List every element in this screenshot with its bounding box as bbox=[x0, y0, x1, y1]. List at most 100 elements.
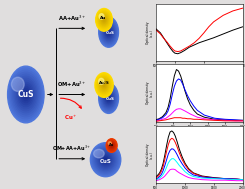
Ellipse shape bbox=[96, 149, 115, 171]
Text: CuS: CuS bbox=[100, 159, 111, 164]
Ellipse shape bbox=[110, 144, 113, 147]
Ellipse shape bbox=[21, 86, 31, 103]
Ellipse shape bbox=[107, 96, 110, 100]
Ellipse shape bbox=[99, 79, 109, 91]
Ellipse shape bbox=[18, 82, 34, 107]
Text: Au: Au bbox=[100, 16, 106, 20]
Ellipse shape bbox=[107, 29, 111, 35]
X-axis label: Wavelength (nm): Wavelength (nm) bbox=[186, 127, 212, 131]
Ellipse shape bbox=[22, 88, 30, 101]
Ellipse shape bbox=[109, 142, 114, 149]
Ellipse shape bbox=[101, 81, 107, 89]
Text: CuS: CuS bbox=[105, 31, 114, 35]
Text: AA+Au$^{3+}$: AA+Au$^{3+}$ bbox=[58, 13, 86, 23]
Ellipse shape bbox=[101, 16, 107, 23]
Ellipse shape bbox=[105, 93, 112, 104]
Ellipse shape bbox=[104, 92, 113, 105]
Ellipse shape bbox=[102, 83, 106, 88]
Ellipse shape bbox=[101, 20, 116, 44]
Ellipse shape bbox=[96, 74, 112, 96]
Ellipse shape bbox=[91, 144, 120, 176]
Ellipse shape bbox=[100, 80, 108, 90]
Ellipse shape bbox=[106, 139, 117, 152]
Ellipse shape bbox=[107, 95, 111, 101]
Ellipse shape bbox=[111, 145, 112, 146]
Text: Au: Au bbox=[109, 143, 114, 147]
Text: OM+Au$^{3+}$: OM+Au$^{3+}$ bbox=[57, 80, 87, 89]
Ellipse shape bbox=[102, 89, 115, 108]
Ellipse shape bbox=[12, 77, 24, 91]
Ellipse shape bbox=[104, 91, 113, 106]
Ellipse shape bbox=[99, 83, 119, 113]
Ellipse shape bbox=[108, 140, 116, 151]
Text: OM+AA+Au$^{3+}$: OM+AA+Au$^{3+}$ bbox=[52, 144, 92, 153]
Ellipse shape bbox=[102, 21, 116, 43]
Ellipse shape bbox=[106, 94, 111, 103]
Ellipse shape bbox=[103, 157, 108, 162]
Ellipse shape bbox=[106, 28, 111, 36]
Ellipse shape bbox=[15, 78, 36, 111]
Ellipse shape bbox=[90, 143, 121, 177]
Ellipse shape bbox=[101, 23, 108, 30]
Ellipse shape bbox=[105, 27, 112, 38]
Ellipse shape bbox=[103, 90, 114, 107]
X-axis label: Wavelength (nm): Wavelength (nm) bbox=[186, 70, 212, 74]
Ellipse shape bbox=[97, 11, 111, 29]
Text: Au$_2$S: Au$_2$S bbox=[98, 79, 110, 87]
Y-axis label: Optical density
(a.u.): Optical density (a.u.) bbox=[146, 143, 154, 166]
Ellipse shape bbox=[100, 14, 108, 26]
Ellipse shape bbox=[104, 25, 113, 40]
Ellipse shape bbox=[102, 156, 109, 163]
Ellipse shape bbox=[103, 23, 114, 41]
Text: Cu$^+$: Cu$^+$ bbox=[64, 113, 77, 122]
Ellipse shape bbox=[101, 15, 107, 24]
Ellipse shape bbox=[99, 14, 104, 19]
Ellipse shape bbox=[24, 92, 27, 97]
Ellipse shape bbox=[94, 146, 118, 173]
Ellipse shape bbox=[101, 86, 116, 110]
Ellipse shape bbox=[108, 142, 111, 145]
Ellipse shape bbox=[107, 139, 116, 152]
Y-axis label: Optical density
(a.u.): Optical density (a.u.) bbox=[146, 21, 154, 44]
Ellipse shape bbox=[99, 18, 118, 46]
Ellipse shape bbox=[107, 30, 110, 34]
Ellipse shape bbox=[108, 97, 109, 99]
Ellipse shape bbox=[104, 159, 107, 161]
Ellipse shape bbox=[93, 145, 119, 174]
Y-axis label: Optical density
(a.u.): Optical density (a.u.) bbox=[146, 82, 154, 104]
Ellipse shape bbox=[12, 72, 40, 117]
Ellipse shape bbox=[100, 154, 111, 166]
Ellipse shape bbox=[97, 10, 111, 30]
Ellipse shape bbox=[100, 85, 117, 111]
Ellipse shape bbox=[104, 26, 113, 39]
Ellipse shape bbox=[95, 148, 116, 172]
Ellipse shape bbox=[102, 18, 106, 22]
Ellipse shape bbox=[103, 19, 105, 21]
Ellipse shape bbox=[98, 78, 110, 92]
Ellipse shape bbox=[108, 141, 115, 150]
Ellipse shape bbox=[23, 91, 28, 98]
Ellipse shape bbox=[10, 70, 41, 119]
Ellipse shape bbox=[98, 77, 110, 94]
Text: CuS: CuS bbox=[105, 97, 114, 101]
Ellipse shape bbox=[98, 12, 110, 28]
Ellipse shape bbox=[101, 89, 108, 97]
Ellipse shape bbox=[98, 78, 104, 84]
Ellipse shape bbox=[97, 75, 111, 95]
Ellipse shape bbox=[17, 80, 35, 109]
Ellipse shape bbox=[102, 88, 116, 109]
Ellipse shape bbox=[102, 22, 115, 42]
Ellipse shape bbox=[110, 143, 114, 148]
Ellipse shape bbox=[96, 9, 112, 31]
Ellipse shape bbox=[98, 151, 113, 168]
Ellipse shape bbox=[99, 84, 118, 112]
Ellipse shape bbox=[94, 149, 104, 158]
Ellipse shape bbox=[13, 74, 39, 115]
Ellipse shape bbox=[108, 31, 109, 33]
Ellipse shape bbox=[19, 84, 32, 105]
Ellipse shape bbox=[9, 68, 43, 121]
Ellipse shape bbox=[103, 84, 105, 86]
Ellipse shape bbox=[100, 19, 117, 45]
Ellipse shape bbox=[99, 152, 112, 167]
Ellipse shape bbox=[99, 17, 119, 47]
